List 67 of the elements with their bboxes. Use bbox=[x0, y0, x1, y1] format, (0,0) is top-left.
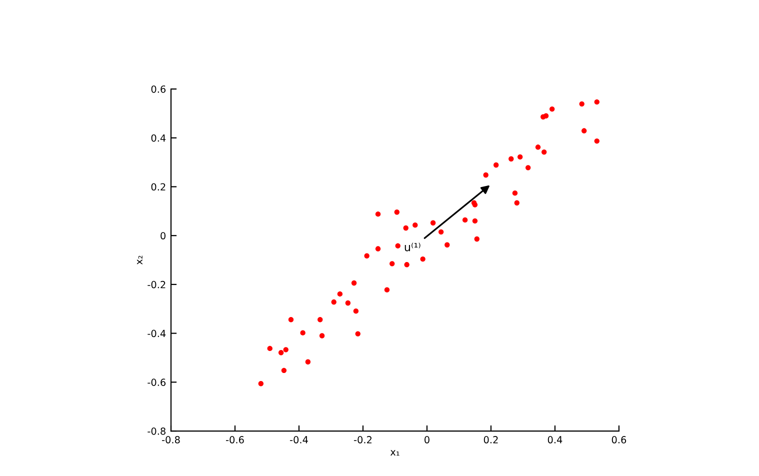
x-tick-label: -0.4 bbox=[290, 436, 308, 444]
point bbox=[375, 246, 381, 252]
point bbox=[331, 299, 336, 305]
point bbox=[462, 217, 468, 223]
y-tick-label: 0.6 bbox=[151, 85, 166, 93]
x-tick-label: -0.2 bbox=[354, 436, 372, 444]
point bbox=[594, 138, 600, 144]
point bbox=[535, 144, 541, 150]
point bbox=[375, 211, 381, 217]
point bbox=[549, 106, 555, 112]
point bbox=[258, 381, 264, 386]
annotation: u⁽¹⁾ bbox=[404, 242, 420, 252]
point bbox=[345, 300, 351, 306]
point bbox=[318, 317, 323, 322]
point bbox=[483, 172, 488, 178]
point bbox=[525, 165, 531, 170]
point bbox=[283, 347, 288, 352]
point bbox=[384, 287, 390, 292]
point bbox=[430, 220, 436, 226]
point bbox=[508, 156, 514, 162]
point bbox=[579, 101, 584, 107]
point bbox=[395, 243, 400, 248]
point bbox=[351, 280, 357, 286]
point bbox=[319, 333, 325, 338]
point bbox=[412, 222, 418, 228]
point bbox=[541, 149, 547, 155]
point bbox=[594, 99, 600, 105]
point bbox=[278, 350, 284, 356]
x-axis-title: x₁ bbox=[390, 450, 400, 456]
point bbox=[581, 128, 587, 134]
y-tick-label: -0.8 bbox=[148, 427, 166, 435]
point bbox=[390, 261, 395, 266]
x-tick-label: 0.6 bbox=[612, 436, 626, 444]
x-tick-label: 0.2 bbox=[484, 436, 498, 444]
point bbox=[444, 242, 450, 248]
y-tick-label: -0.2 bbox=[148, 280, 166, 288]
point bbox=[512, 190, 518, 196]
point bbox=[493, 162, 499, 168]
x-tick-label: 0 bbox=[424, 436, 430, 444]
point bbox=[353, 308, 359, 314]
point bbox=[438, 229, 444, 235]
x-tick-label: -0.6 bbox=[226, 436, 244, 444]
y-tick-label: 0 bbox=[160, 232, 166, 240]
point bbox=[305, 359, 311, 364]
point bbox=[288, 317, 294, 322]
y-tick-label: 0.4 bbox=[151, 134, 166, 142]
y-axis-title: x₂ bbox=[137, 256, 142, 265]
point bbox=[420, 256, 426, 262]
point bbox=[517, 154, 523, 160]
point bbox=[355, 331, 360, 336]
point bbox=[514, 200, 520, 206]
y-tick-label: 0.2 bbox=[151, 183, 166, 191]
y-tick-label: -0.4 bbox=[148, 330, 166, 338]
point bbox=[364, 253, 370, 258]
point bbox=[404, 262, 410, 268]
point bbox=[403, 225, 408, 231]
x-tick-label: 0.4 bbox=[548, 436, 562, 444]
point bbox=[543, 113, 549, 118]
point bbox=[474, 236, 480, 242]
point bbox=[394, 210, 400, 215]
y-tick-label: -0.6 bbox=[148, 378, 166, 386]
point bbox=[300, 330, 306, 336]
point bbox=[281, 368, 287, 374]
x-tick-label: -0.8 bbox=[162, 436, 180, 444]
point bbox=[337, 291, 343, 297]
point bbox=[267, 346, 272, 352]
point bbox=[472, 218, 478, 224]
